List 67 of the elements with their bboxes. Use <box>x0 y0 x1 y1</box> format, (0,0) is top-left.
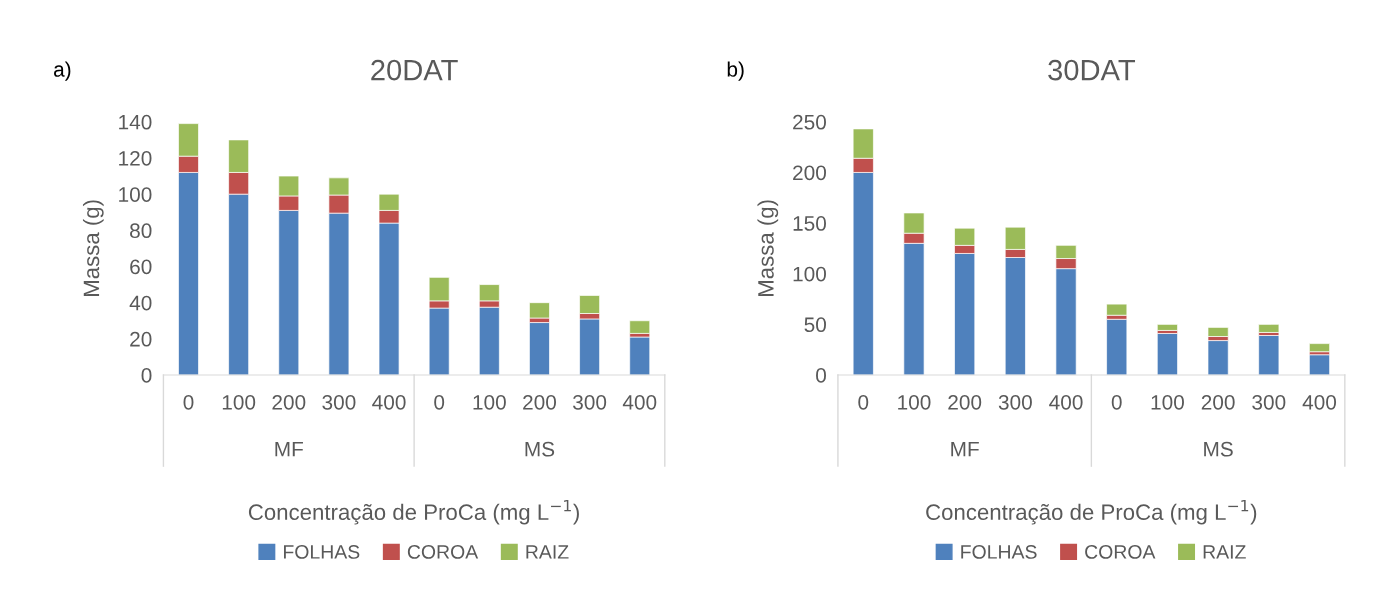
bar <box>1156 324 1178 331</box>
text: MS <box>1204 441 1233 457</box>
y-tick-label: 40 <box>129 295 152 311</box>
x-tick-label: 100 <box>473 394 506 410</box>
y-tick-label: 20 <box>130 331 152 347</box>
chart-title: 20DAT <box>371 59 458 81</box>
x-tick-label: 300 <box>998 394 1032 410</box>
bar <box>529 322 550 375</box>
legend-label: RAIZ <box>526 545 569 559</box>
legend-label: COROA <box>407 545 479 559</box>
bar <box>1207 340 1229 375</box>
x-tick-label: 400 <box>372 394 406 410</box>
x-tick-label: 200 <box>272 394 306 410</box>
y-axis-title: Massa (g) <box>82 200 104 296</box>
bar <box>1258 335 1280 375</box>
x-axis-title: Concentração de ProCa (mg L$^{−1}$) <box>248 499 579 525</box>
x-axis-title: Concentração de ProCa (mg L$^{−1}$) <box>926 499 1257 525</box>
x-tick-label: 300 <box>322 394 356 410</box>
text: a) <box>54 61 71 81</box>
y-tick-label: 60 <box>130 259 152 275</box>
y-tick-label: 120 <box>119 150 152 166</box>
bar <box>579 318 600 375</box>
x-tick-label: 200 <box>523 394 557 410</box>
bar <box>1309 343 1330 353</box>
y-tick-label: 100 <box>119 187 152 202</box>
x-tick-label: 200 <box>1201 394 1235 410</box>
x-tick-label: 100 <box>1151 394 1184 410</box>
x-tick-label: 0 <box>858 394 869 410</box>
text: MF <box>951 442 979 457</box>
y-tick-label: 0 <box>141 368 152 383</box>
y-tick-label: 0 <box>816 368 826 383</box>
legend-label: FOLHAS <box>284 545 360 559</box>
bar <box>1106 303 1128 316</box>
bar <box>1258 324 1280 333</box>
bar <box>629 336 651 375</box>
x-tick-label: 300 <box>573 394 607 410</box>
x-tick-label: 0 <box>183 394 194 410</box>
x-tick-label: 400 <box>1302 394 1337 410</box>
y-tick-label: 100 <box>793 266 826 282</box>
legend-label: FOLHAS <box>961 545 1037 559</box>
bar <box>529 302 550 319</box>
y-tick-label: 150 <box>793 216 826 231</box>
bar <box>1207 327 1229 337</box>
y-tick-label: 80 <box>130 223 152 239</box>
x-tick-label: 400 <box>1049 394 1083 410</box>
x-tick-label: 100 <box>222 394 256 410</box>
y-axis-title: Massa (g) <box>757 200 779 296</box>
x-tick-label: 200 <box>948 394 982 410</box>
x-tick-label: 0 <box>434 394 445 410</box>
legend-label: COROA <box>1085 545 1156 559</box>
x-tick-label: 300 <box>1252 394 1286 410</box>
text: MF <box>275 442 303 457</box>
x-tick-label: 400 <box>622 394 657 410</box>
bar <box>1309 354 1330 375</box>
bar <box>629 320 651 334</box>
y-tick-label: 50 <box>804 317 826 333</box>
y-tick-label: 200 <box>793 165 826 181</box>
chart-title: 30DAT <box>1048 59 1136 81</box>
y-tick-label: 250 <box>793 114 826 130</box>
x-tick-label: 100 <box>898 394 931 410</box>
bar <box>1106 318 1128 375</box>
x-tick-label: 0 <box>1111 394 1122 410</box>
text: b) <box>727 61 744 81</box>
legend-label: RAIZ <box>1203 545 1246 559</box>
bar <box>1156 333 1178 375</box>
y-tick-label: 140 <box>119 114 152 130</box>
text: MS <box>525 441 555 457</box>
